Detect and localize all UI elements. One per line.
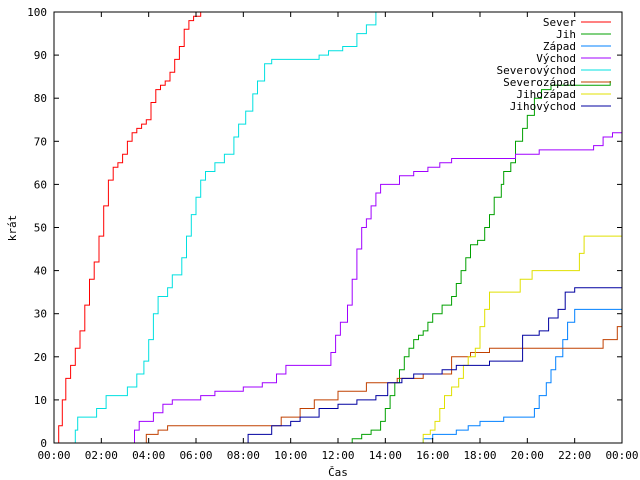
legend-label-6: Jihozápad: [516, 88, 576, 101]
y-tick-label: 40: [34, 265, 47, 278]
x-tick-label: 16:00: [416, 449, 449, 462]
x-axis-label: Čas: [328, 466, 348, 479]
series-line-7: [243, 287, 622, 444]
legend-label-1: Jih: [556, 28, 576, 41]
x-tick-label: 20:00: [511, 449, 544, 462]
x-tick-label: 06:00: [179, 449, 212, 462]
x-tick-label: 00:00: [37, 449, 70, 462]
x-tick-label: 22:00: [558, 449, 591, 462]
y-tick-label: 20: [34, 351, 47, 364]
y-tick-label: 60: [34, 178, 47, 191]
x-tick-label: 04:00: [132, 449, 165, 462]
y-tick-label: 80: [34, 92, 47, 105]
y-tick-label: 50: [34, 222, 47, 235]
y-tick-label: 90: [34, 49, 47, 62]
x-tick-label: 08:00: [227, 449, 260, 462]
legend-label-4: Severovýchod: [497, 64, 576, 77]
series-line-3: [129, 132, 622, 444]
x-tick-label: 18:00: [463, 449, 496, 462]
series-line-1: [347, 81, 611, 444]
series-line-4: [70, 12, 377, 444]
series-line-2: [413, 308, 622, 444]
x-tick-label: 10:00: [274, 449, 307, 462]
y-tick-label: 100: [27, 6, 47, 19]
legend: SeverJihZápadVýchodSeverovýchodSeverozáp…: [497, 16, 611, 113]
y-tick-label: 10: [34, 394, 47, 407]
y-axis-label: krát: [6, 215, 19, 242]
legend-label-2: Západ: [543, 40, 576, 53]
y-tick-label: 0: [40, 437, 47, 450]
series-line-6: [416, 235, 622, 444]
series-line-5: [141, 326, 622, 444]
x-tick-label: 14:00: [369, 449, 402, 462]
series-line-0: [55, 12, 202, 444]
x-tick-label: 12:00: [321, 449, 354, 462]
legend-label-5: Severozápad: [503, 76, 576, 89]
tick-layer: 00:00 02:00 04:00 06:00 08:00 10:00 12:00 14:00…: [27, 6, 638, 462]
legend-label-3: Východ: [536, 52, 576, 65]
x-tick-label: 02:00: [85, 449, 118, 462]
y-tick-label: 70: [34, 135, 47, 148]
legend-label-0: Sever: [543, 16, 576, 29]
x-tick-label: 00:00: [605, 449, 638, 462]
legend-label-7: Jihovýchod: [510, 100, 576, 113]
series-layer: [55, 12, 622, 444]
y-tick-label: 30: [34, 308, 47, 321]
